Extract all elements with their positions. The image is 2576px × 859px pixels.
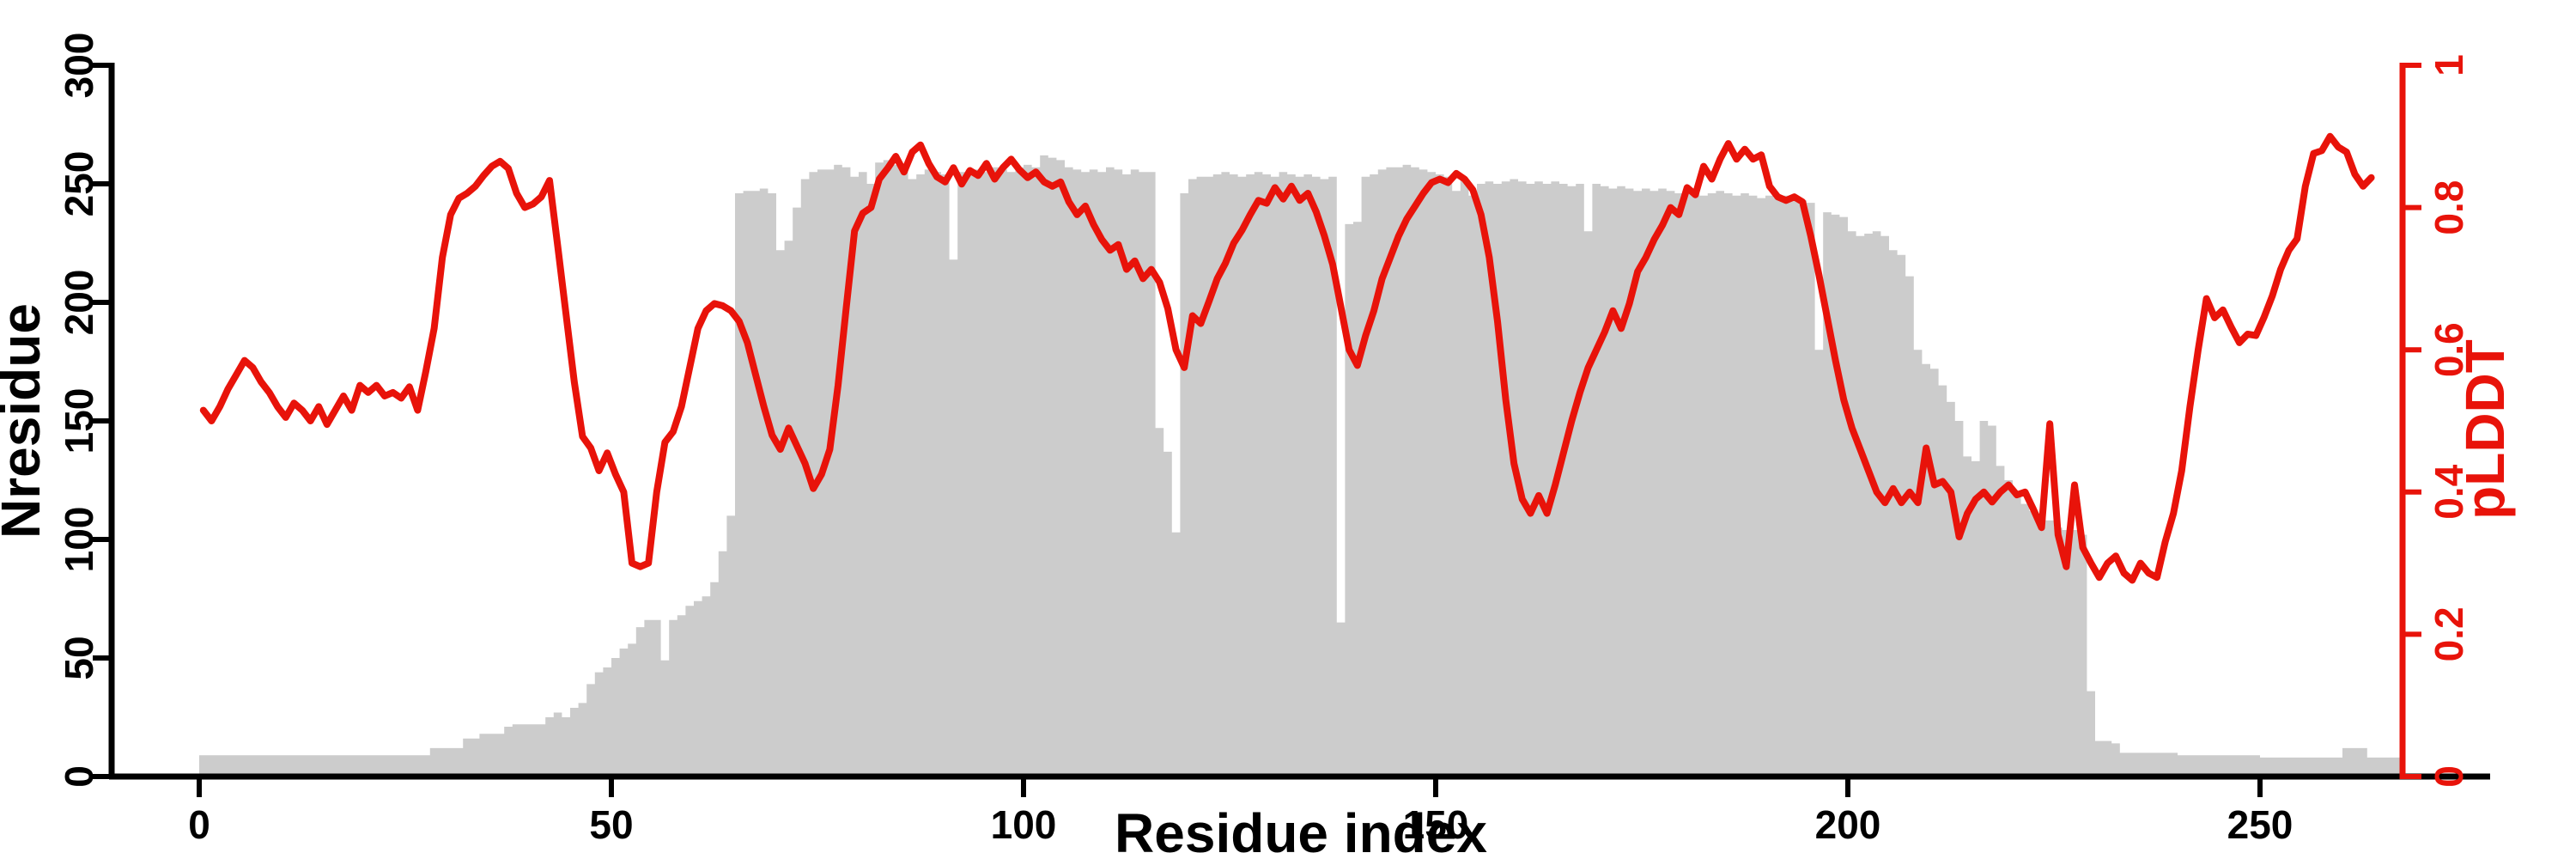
- plddt-curve: [199, 132, 2375, 584]
- x-tick-label: 150: [1403, 802, 1469, 847]
- nresidue-bar-silhouette: [199, 155, 2401, 777]
- x-tick-label: 50: [589, 802, 633, 847]
- y-right-tick-label: 0.4: [2427, 464, 2471, 519]
- x-tick-label: 100: [991, 802, 1057, 847]
- y-left-tick-label: 50: [57, 636, 101, 679]
- y-right-tick-label: 1: [2427, 54, 2471, 76]
- y-left-tick-label: 100: [57, 507, 101, 573]
- tick-labels: 0 50 100 150 200 250 300 0 50 100 150 200 250 0 0.2 0.4…: [57, 33, 2471, 847]
- x-axis-title: Residue index: [1115, 802, 1487, 859]
- y-right-axis-title: pLDDT: [2454, 339, 2516, 520]
- plddt-line: [199, 132, 2375, 584]
- y-right-tick-label: 0.2: [2427, 606, 2471, 661]
- y-left-axis-title: Nresidue: [0, 303, 52, 539]
- x-tick-label: 200: [1815, 802, 1881, 847]
- y-right-tick-label: 0.8: [2427, 180, 2471, 235]
- axes: [93, 63, 2490, 797]
- y-left-tick-label: 300: [57, 33, 101, 99]
- nresidue-bars: [199, 155, 2401, 777]
- y-right-tick-label: 0: [2427, 765, 2471, 788]
- x-tick-label: 0: [188, 802, 210, 847]
- y-left-tick-label: 200: [57, 270, 101, 336]
- x-tick-label: 250: [2227, 802, 2293, 847]
- y-left-tick-label: 150: [57, 388, 101, 454]
- y-right-tick-label: 0.6: [2427, 322, 2471, 377]
- y-left-tick-label: 250: [57, 151, 101, 217]
- y-left-tick-label: 0: [57, 765, 101, 788]
